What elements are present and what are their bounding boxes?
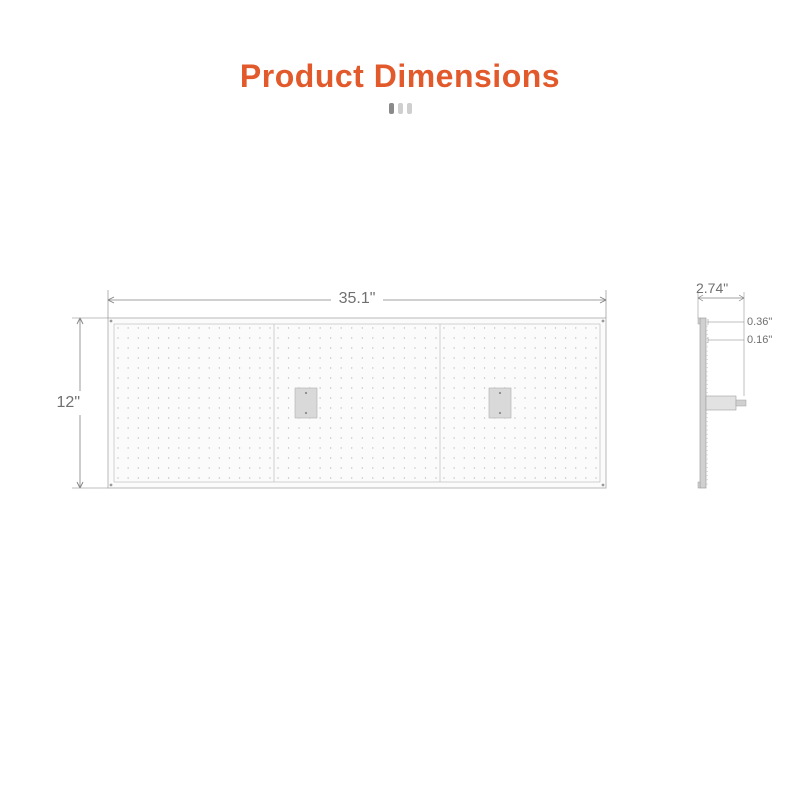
dimension-036-label: 0.36" — [747, 316, 772, 328]
page-title: Product Dimensions — [0, 58, 800, 95]
dimension-depth-label: 2.74" — [696, 280, 728, 296]
decor-dot — [389, 103, 394, 114]
side-view-drawing — [680, 278, 770, 508]
decor-dots — [0, 103, 800, 114]
decor-dot — [407, 103, 412, 114]
page: Product Dimensions 35.1" 12" 2.74" 0.36"… — [0, 0, 800, 800]
dimension-height-label: 12" — [52, 394, 80, 412]
decor-dot — [398, 103, 403, 114]
dimension-width-label: 35.1" — [331, 290, 383, 308]
dimension-016-label: 0.16" — [747, 334, 772, 346]
